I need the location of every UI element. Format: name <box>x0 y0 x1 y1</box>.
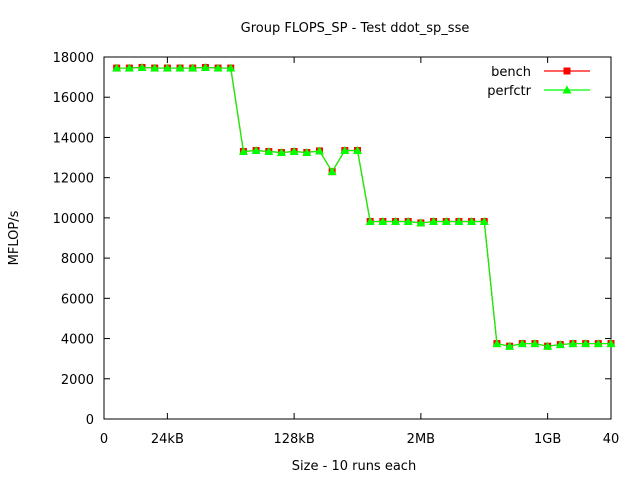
data-point-perfctr <box>175 63 185 72</box>
data-point-perfctr <box>289 147 299 156</box>
data-point-perfctr <box>543 341 553 350</box>
x-tick-label: 24kB <box>151 432 184 447</box>
data-point-perfctr <box>124 63 134 72</box>
chart-title: Group FLOPS_SP - Test ddot_sp_sse <box>241 21 470 36</box>
plot-frame <box>103 56 612 420</box>
x-tick-label: 128kB <box>273 432 314 447</box>
y-tick-label: 4000 <box>61 333 94 348</box>
data-point-perfctr <box>314 146 324 155</box>
data-point-perfctr <box>568 339 578 348</box>
y-tick-label: 0 <box>86 413 94 428</box>
data-point-perfctr <box>251 146 261 155</box>
series-perfctr <box>112 62 616 350</box>
data-point-perfctr <box>555 340 565 349</box>
data-point-perfctr <box>391 217 401 226</box>
data-point-perfctr <box>441 217 451 226</box>
y-tick-label: 14000 <box>53 131 94 146</box>
y-tick-label: 16000 <box>53 91 94 106</box>
data-point-perfctr <box>162 63 172 72</box>
y-tick-label: 12000 <box>53 172 94 187</box>
series-layer <box>112 62 616 350</box>
data-point-perfctr <box>276 148 286 157</box>
legend-label-bench: bench <box>491 65 531 80</box>
data-point-perfctr <box>530 339 540 348</box>
data-point-perfctr <box>327 167 337 176</box>
data-point-perfctr <box>137 62 147 71</box>
x-tick-label: 1GB <box>534 432 561 447</box>
x-axis-title: Size - 10 runs each <box>292 459 416 474</box>
series-line-bench <box>116 66 611 347</box>
y-axis-title: MFLOP/s <box>7 210 22 265</box>
data-point-perfctr <box>606 339 616 348</box>
y-tick-label: 6000 <box>61 292 94 307</box>
data-point-perfctr <box>112 63 122 72</box>
data-point-perfctr <box>479 217 489 226</box>
data-point-perfctr <box>150 63 160 72</box>
data-point-perfctr <box>517 339 527 348</box>
x-tick-label: 40 <box>603 432 620 447</box>
y-tick-label: 8000 <box>61 252 94 267</box>
data-point-perfctr <box>378 217 388 226</box>
data-point-perfctr <box>429 217 439 226</box>
data-point-perfctr <box>200 62 210 71</box>
tick-layer: 0 2000 4000 6000 8000 10000 12000 14000 16000 180… <box>53 51 620 447</box>
data-point-perfctr <box>492 339 502 348</box>
data-point-perfctr <box>581 339 591 348</box>
data-point-perfctr <box>353 146 362 155</box>
y-tick-label: 10000 <box>53 212 94 227</box>
data-point-perfctr <box>505 341 515 350</box>
data-point-perfctr <box>340 146 350 155</box>
data-point-perfctr <box>238 147 248 156</box>
data-point-perfctr <box>454 217 464 226</box>
data-point-perfctr <box>593 339 603 348</box>
legend-label-perfctr: perfctr <box>487 84 531 99</box>
x-tick-label: 0 <box>100 432 108 447</box>
y-tick-label: 18000 <box>53 51 94 66</box>
data-point-perfctr <box>188 63 198 72</box>
data-point-perfctr <box>213 63 223 72</box>
x-tick-label: 2MB <box>407 432 435 447</box>
data-point-perfctr <box>467 217 477 226</box>
legend-marker-bench <box>563 67 571 75</box>
data-point-perfctr <box>365 217 375 226</box>
data-point-perfctr <box>264 147 274 156</box>
data-point-perfctr <box>302 148 312 157</box>
data-point-perfctr <box>226 63 236 72</box>
series-bench <box>113 63 615 350</box>
data-point-perfctr <box>416 218 426 227</box>
y-tick-label: 2000 <box>61 373 94 388</box>
data-point-perfctr <box>403 217 413 226</box>
legend: bench perfctr <box>487 65 590 99</box>
series-line-perfctr <box>116 66 611 347</box>
legend-marker-perfctr <box>562 85 572 94</box>
